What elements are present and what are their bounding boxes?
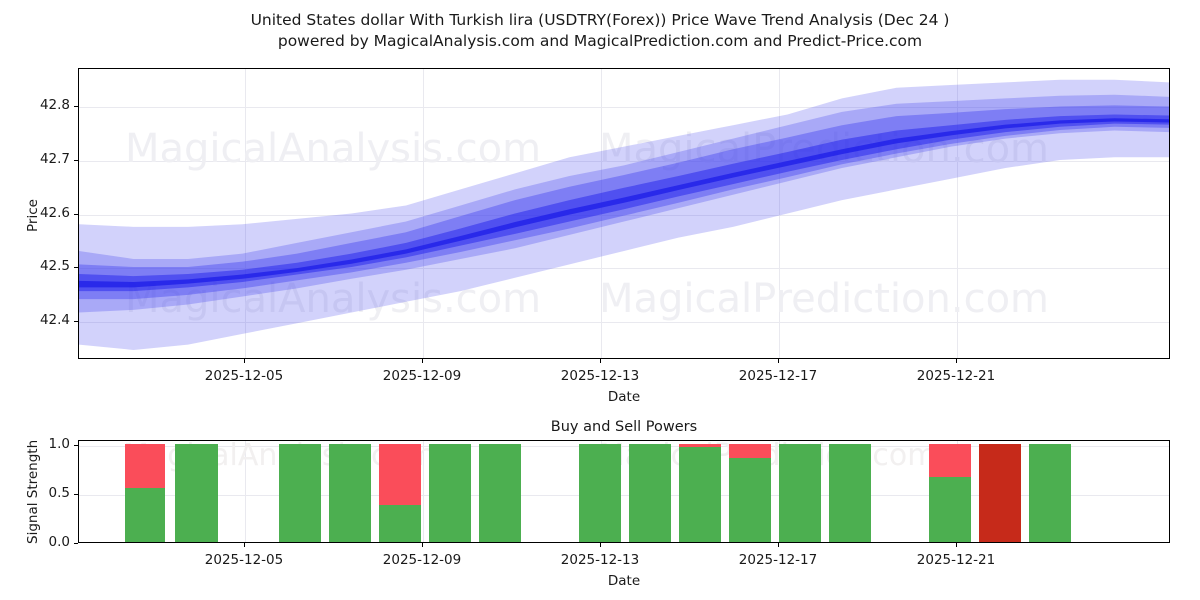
signal-bar-buy [125, 488, 166, 542]
signal-y-tick-label: 1.0 [48, 435, 70, 452]
signal-bar-sell [678, 443, 721, 447]
page-title: United States dollar With Turkish lira (… [250, 11, 950, 29]
signal-bar-buy [579, 443, 621, 542]
signal-bar-buy [829, 443, 871, 542]
signal-bar-buy [378, 504, 421, 542]
signal-y-tick-label: 0.5 [48, 485, 70, 501]
signal-bar-buy [175, 443, 218, 542]
price-y-tickmark [74, 159, 78, 161]
price-x-tick-label: 2025-12-05 [204, 368, 284, 384]
signal-bar-sell [929, 443, 971, 478]
price-x-tickmark [778, 359, 779, 363]
signal-x-tickmark [778, 543, 779, 547]
price-y-tickmark [74, 105, 78, 107]
signal-bar-buy [329, 443, 371, 542]
signal-x-tick-label: 2025-12-21 [916, 552, 996, 568]
signal-y-axis-label: Signal Strength [25, 439, 41, 544]
price-y-tickmark [74, 213, 78, 215]
signal-bar-strong-sell [979, 443, 1021, 542]
price-x-tick-label: 2025-12-13 [560, 368, 640, 384]
price-gridline-v [245, 69, 246, 358]
signal-chart-title: Buy and Sell Powers [550, 419, 698, 435]
signal-x-tick-label: 2025-12-09 [382, 552, 462, 568]
signal-x-tick-label: 2025-12-13 [560, 552, 640, 568]
price-x-tick-label: 2025-12-09 [382, 368, 462, 384]
price-y-tick-label: 42.7 [39, 150, 70, 167]
price-x-tickmark [956, 359, 957, 363]
price-gridline-h [79, 160, 1169, 162]
price-y-tickmark [74, 267, 78, 269]
signal-gridline-v [245, 441, 246, 542]
price-x-axis-label: Date [607, 389, 641, 405]
price-gridline-h [79, 268, 1169, 270]
price-wave-bands [79, 79, 1169, 350]
price-y-axis-label: Price [25, 198, 41, 232]
signal-x-tickmark [956, 543, 957, 547]
signal-gridline-h [79, 445, 1169, 447]
signal-x-tickmark [244, 543, 245, 547]
price-gridline-v [957, 69, 958, 358]
price-gridline-v [423, 69, 424, 358]
price-chart-plot-area: MagicalAnalysis.com MagicalPrediction.co… [78, 68, 1170, 359]
signal-bar-sell [125, 443, 166, 488]
price-band-band-core [79, 114, 1169, 292]
signal-y-tickmark [74, 494, 78, 495]
signal-gridline-h [79, 495, 1169, 496]
signal-x-tickmark [600, 543, 601, 547]
page-subtitle: powered by MagicalAnalysis.com and Magic… [277, 32, 923, 50]
signal-y-tickmark [74, 543, 78, 544]
price-x-tickmark [600, 359, 601, 363]
signal-y-tick-label: 0.0 [48, 534, 70, 550]
signal-bar-buy [678, 446, 721, 542]
signal-x-axis-label: Date [607, 573, 641, 589]
signal-gridline-v [423, 441, 424, 542]
price-y-tick-label: 42.6 [39, 204, 70, 221]
price-y-tick-label: 42.5 [39, 258, 70, 275]
signal-x-tick-label: 2025-12-17 [738, 552, 818, 568]
price-x-tickmark [422, 359, 423, 363]
signal-bar-buy [629, 443, 671, 542]
signal-y-tickmark [74, 444, 78, 446]
signal-bar-sell [378, 443, 421, 505]
price-y-tick-label: 42.4 [39, 312, 70, 329]
signal-bar-buy [929, 477, 971, 542]
signal-bar-buy [729, 457, 771, 542]
signal-x-tick-label: 2025-12-05 [204, 552, 284, 568]
price-y-tickmark [74, 321, 78, 323]
price-gridline-v [779, 69, 780, 358]
signal-bar-buy [1029, 443, 1071, 542]
price-y-tick-label: 42.8 [39, 96, 70, 113]
chart-title-block: United States dollar With Turkish lira (… [0, 10, 1200, 52]
signal-bar-buy [779, 443, 821, 542]
price-gridline-h [79, 322, 1169, 324]
signal-bar-buy [479, 443, 521, 542]
signal-chart-plot-area: MagicalAnalysis.com MagicalPrediction.co… [78, 440, 1170, 543]
signal-bar-buy [278, 443, 321, 542]
signal-bar-sell [729, 443, 771, 458]
price-x-tickmark [244, 359, 245, 363]
signal-x-tickmark [422, 543, 423, 547]
signal-bar-buy [429, 443, 471, 542]
price-x-tick-label: 2025-12-17 [738, 368, 818, 384]
price-gridline-h [79, 106, 1169, 108]
price-x-tick-label: 2025-12-21 [916, 368, 996, 384]
price-gridline-h [79, 214, 1169, 216]
